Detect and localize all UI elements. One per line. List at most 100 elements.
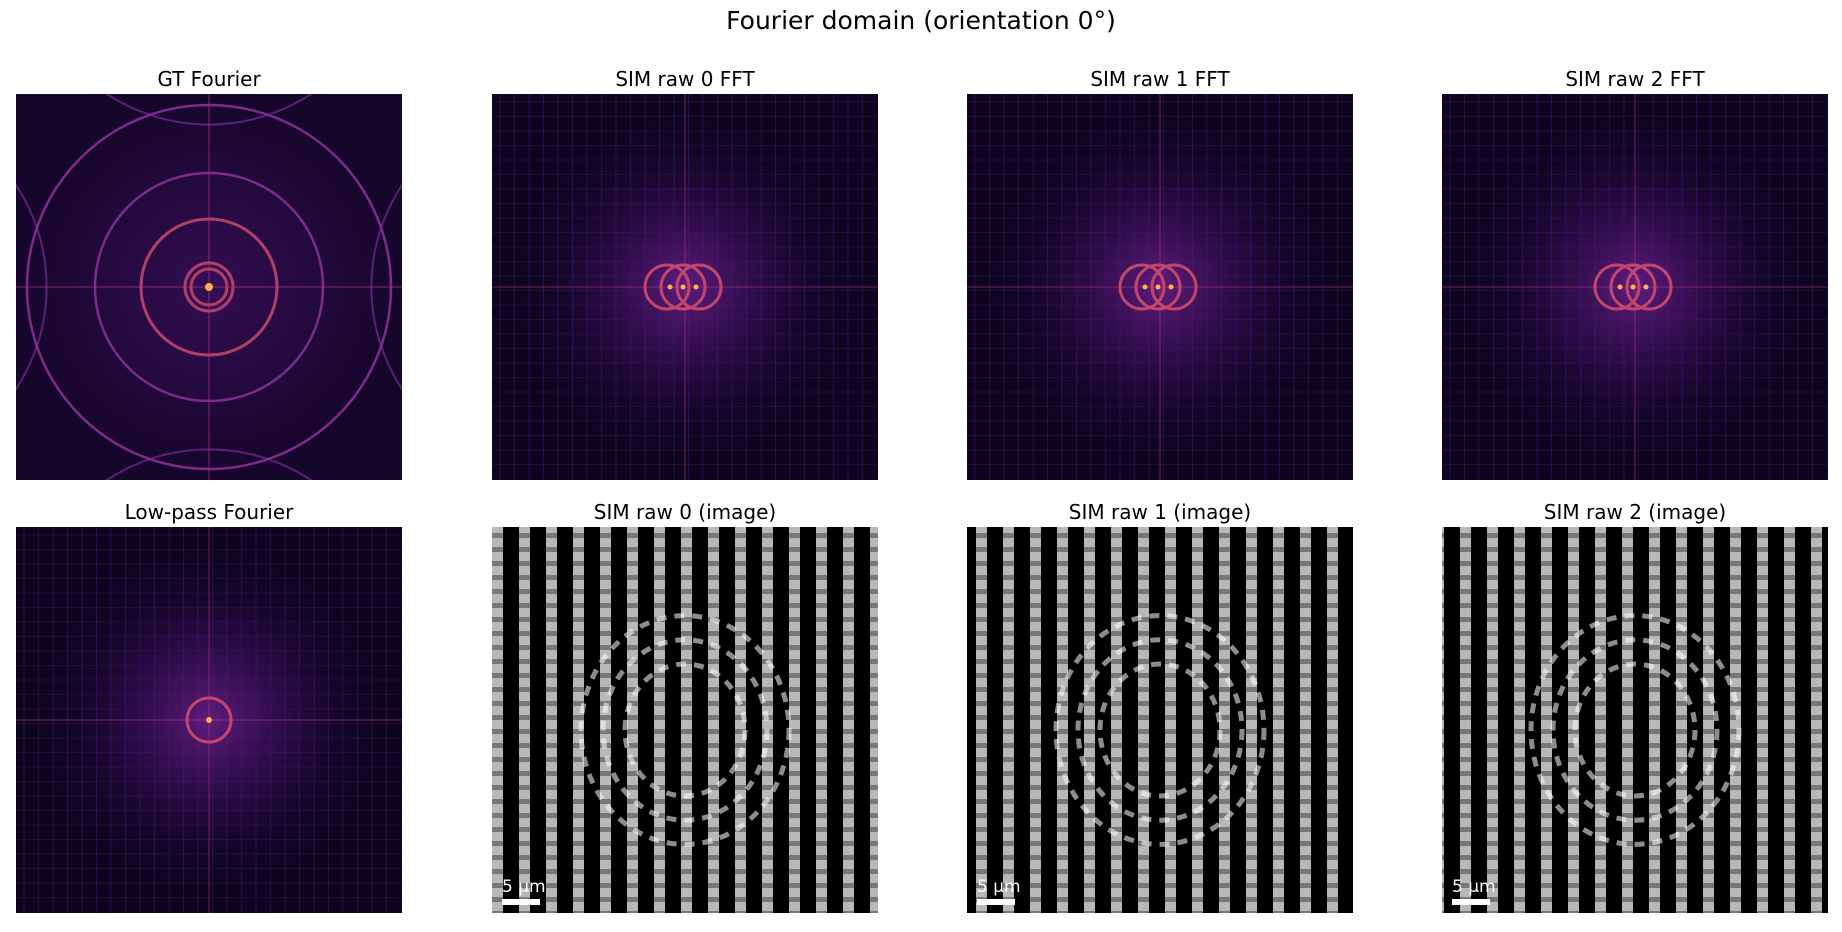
illumination-stripe [519, 527, 530, 913]
illumination-stripe [975, 527, 987, 913]
panel-sim-raw-2-fft: SIM raw 2 FFT [1442, 64, 1828, 480]
stripe-modulation [492, 785, 878, 790]
stripe-modulation [967, 603, 1353, 608]
spectrum-peak [1168, 284, 1174, 290]
stripe-modulation [967, 631, 1353, 636]
object-ring [1053, 613, 1267, 847]
stripe-modulation [967, 743, 1353, 748]
spectrum-peak [1155, 284, 1161, 290]
illumination-stripe [1784, 527, 1796, 913]
illumination-stripe [1164, 527, 1176, 913]
stripe-modulation [492, 855, 878, 860]
stripe-modulation [492, 617, 878, 622]
stripe-modulation [967, 589, 1353, 594]
stripe-modulation [967, 757, 1353, 762]
stripe-modulation [492, 603, 878, 608]
illumination-stripe [1245, 527, 1257, 913]
panel-title: SIM raw 0 (image) [593, 500, 777, 524]
stripe-modulation [1442, 575, 1828, 580]
illumination-stripe [1757, 527, 1769, 913]
illumination-stripe [1811, 527, 1823, 913]
panel-title: SIM raw 1 FFT [1090, 67, 1230, 91]
illumination-stripe [1649, 527, 1661, 913]
illumination-stripe [1002, 527, 1014, 913]
panel-title: Low-pass Fourier [124, 500, 294, 524]
panel-gt-fourier: GT Fourier [16, 64, 402, 480]
panel-title: SIM raw 2 (image) [1543, 500, 1727, 524]
stripe-modulation [492, 827, 878, 832]
stripe-modulation [967, 715, 1353, 720]
stripe-modulation [967, 771, 1353, 776]
panel-title: GT Fourier [157, 67, 261, 91]
illumination-stripe [1083, 527, 1095, 913]
panel-lowpass-fourier: Low-pass Fourier [16, 497, 402, 913]
stripe-modulation [967, 547, 1353, 552]
sim-raw-0-fft-image [492, 94, 878, 480]
illumination-stripe [1487, 527, 1499, 913]
object-ring [1528, 613, 1742, 847]
scale-bar-label: 5 µm [977, 877, 1021, 897]
illumination-stripe [573, 527, 584, 913]
scale-bar-label: 5 µm [502, 877, 546, 897]
stripe-modulation [1442, 603, 1828, 608]
scale-bar-label: 5 µm [1452, 877, 1496, 897]
spectrum-peak [1630, 284, 1636, 290]
stripe-modulation [1442, 687, 1828, 692]
illumination-stripe [1703, 527, 1715, 913]
illumination-stripe [735, 527, 746, 913]
panel-sim-raw-0-fft: SIM raw 0 FFT [492, 64, 878, 480]
stripe-modulation [1442, 617, 1828, 622]
spectrum-center [205, 283, 213, 291]
scale-bar: 5 µm [502, 877, 546, 905]
stripe-modulation [492, 869, 878, 874]
stripe-modulation [1442, 771, 1828, 776]
figure-title: Fourier domain (orientation 0°) [726, 6, 1116, 35]
spectrum-peak [667, 284, 673, 290]
stripe-modulation [1442, 589, 1828, 594]
stripe-modulation [1442, 547, 1828, 552]
illumination-stripe [1442, 527, 1445, 913]
stripe-modulation [1442, 799, 1828, 804]
panel-title: SIM raw 1 (image) [1068, 500, 1252, 524]
stripe-modulation [1442, 869, 1828, 874]
object-ring [600, 637, 770, 823]
illumination-stripe [1514, 527, 1526, 913]
scale-bar: 5 µm [1452, 877, 1496, 905]
stripe-modulation [1442, 645, 1828, 650]
sim-image-svg [1442, 527, 1828, 913]
panel-sim-raw-1-fft: SIM raw 1 FFT [967, 64, 1353, 480]
stripe-modulation [967, 855, 1353, 860]
illumination-stripe [1056, 527, 1068, 913]
scale-bar-line [1452, 899, 1490, 905]
stripe-modulation [967, 617, 1353, 622]
stripe-modulation [492, 729, 878, 734]
stripe-modulation [492, 897, 878, 902]
stripe-modulation [492, 911, 878, 913]
stripe-modulation [492, 533, 878, 538]
stripe-modulation [1442, 897, 1828, 902]
illumination-stripe [1622, 527, 1634, 913]
stripe-modulation [492, 645, 878, 650]
spectrum-ring [1134, 263, 1182, 311]
sim-raw-2-image: 5 µm [1442, 527, 1828, 913]
stripe-modulation [967, 575, 1353, 580]
stripe-modulation [492, 589, 878, 594]
illumination-stripe [1676, 527, 1688, 913]
illumination-stripe [1110, 527, 1122, 913]
sim-raw-0-image: 5 µm [492, 527, 878, 913]
illumination-stripe [654, 527, 665, 913]
stripe-modulation [967, 673, 1353, 678]
illumination-stripe [843, 527, 854, 913]
stripe-modulation [1442, 883, 1828, 888]
illumination-stripe [816, 527, 827, 913]
spectrum-peak [206, 717, 212, 723]
stripe-modulation [967, 561, 1353, 566]
stripe-modulation [1442, 911, 1828, 913]
sim-fft-svg [492, 94, 878, 480]
scale-bar: 5 µm [977, 877, 1021, 905]
stripe-modulation [967, 869, 1353, 874]
spectrum-peak [680, 284, 686, 290]
stripe-modulation [1442, 533, 1828, 538]
panel-sim-raw-2-image: SIM raw 2 (image) 5 µm [1442, 497, 1828, 913]
spectrum-ring [1118, 263, 1166, 311]
